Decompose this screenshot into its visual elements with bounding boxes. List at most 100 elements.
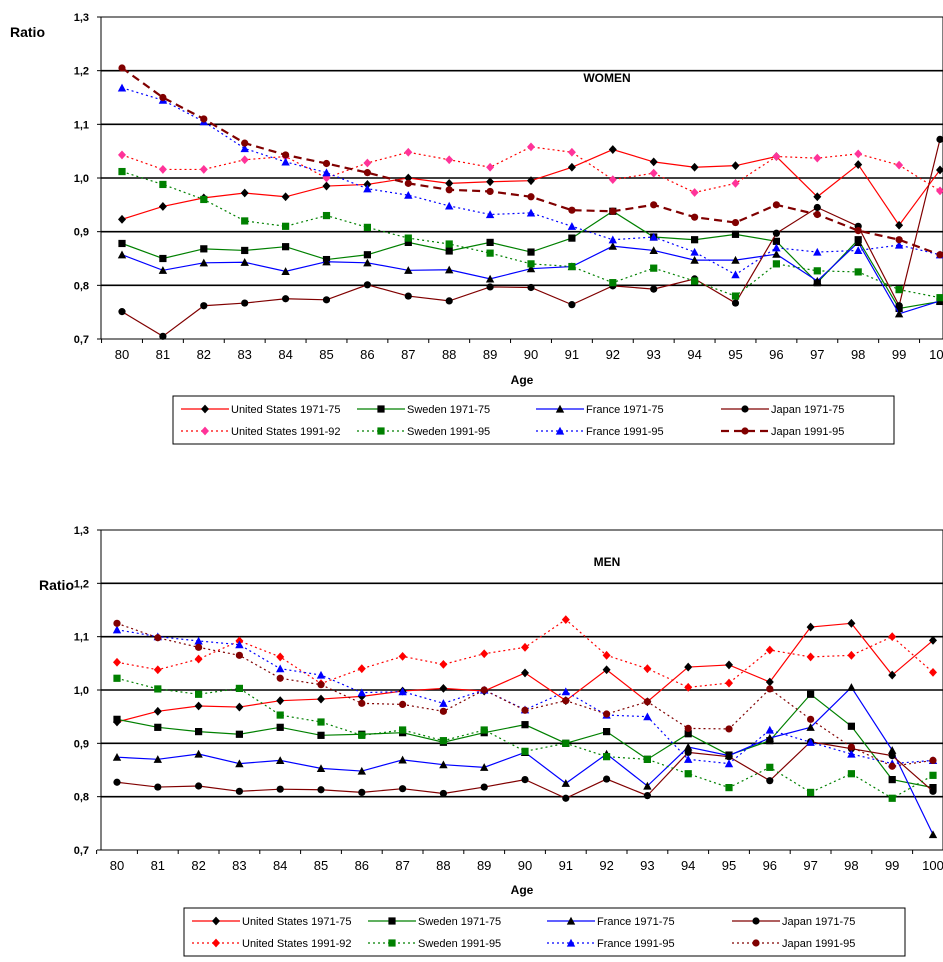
x-tick-label: 91 [559,858,573,873]
legend-marker [377,405,385,413]
data-point [772,260,780,268]
data-point [276,664,285,673]
data-point [439,789,447,798]
data-point [731,218,740,227]
data-point [404,179,412,187]
data-point [113,619,121,627]
series-line [116,677,934,799]
data-point [118,239,126,248]
data-point [480,783,488,791]
data-point [602,665,611,675]
data-point [807,788,815,796]
data-point [807,690,815,698]
x-tick-label: 100 [929,347,943,362]
data-point [112,753,122,761]
data-point [398,755,407,764]
data-point [894,309,904,318]
data-point [241,139,249,147]
data-point [772,152,781,161]
chart-women: 0,7 0,8 0,9 1,0 1,1 1,2 1,3 80 81 82 83 84 85 86 87 88 8… [10,12,943,445]
data-point [276,785,284,793]
data-point [485,210,495,219]
x-tick-label: 98 [851,347,865,362]
data-point [929,787,937,795]
x-tick-label: 96 [769,347,783,362]
data-point [854,226,862,235]
data-point [568,301,576,309]
data-point [895,302,903,310]
legend-label: United States 1991-92 [242,938,351,950]
legend-item: United States 1971-75 [192,916,351,928]
legend: United States 1971-75 Sweden 1971-75 Franc… [172,395,895,445]
data-point [562,697,570,705]
data-point [609,207,617,215]
data-point [281,192,290,202]
data-point [649,157,658,167]
x-tick-label: 86 [360,347,374,362]
series-japan-1991-95 [113,619,937,770]
data-point [568,262,576,271]
x-tick-label: 85 [319,347,333,362]
data-point [521,747,529,755]
data-point [650,201,658,209]
data-point [117,83,127,92]
data-point [643,781,652,790]
data-point [235,684,243,692]
data-point [235,651,243,659]
data-point [813,247,822,256]
x-tick-label: 97 [810,347,824,362]
data-point [806,622,815,632]
data-point [439,660,448,669]
x-tick-label: 83 [237,347,251,362]
data-point [480,763,489,771]
data-point [404,234,412,242]
legend-marker [741,427,749,435]
data-point [154,685,162,693]
data-point [847,770,855,778]
data-point [404,292,412,300]
data-point [650,264,658,272]
data-point [282,222,290,230]
data-point [766,685,774,693]
data-point [929,771,937,779]
data-point [316,764,326,772]
data-point [398,687,407,696]
legend-item: Japan 1971-75 [721,404,844,416]
data-point [772,237,780,245]
data-point [731,178,740,188]
data-point [731,161,740,171]
x-tick-label: 100 [922,858,943,873]
legend-label: Japan 1991-95 [771,426,844,438]
series-sweden-1991-95 [118,167,943,302]
data-point [561,687,570,696]
data-point [195,728,203,736]
y-tick-label: 1,3 [74,525,89,537]
x-tick-label: 80 [115,347,129,362]
legend-marker [377,427,385,435]
x-tick-label: 99 [885,858,899,873]
data-point [725,678,733,688]
data-point [445,247,453,255]
data-point [241,299,249,307]
data-point [691,213,699,221]
data-point [807,715,815,723]
data-point [567,162,576,172]
data-point [118,214,126,224]
data-point [847,683,856,691]
data-point [888,670,897,680]
data-point [276,711,284,719]
data-point [363,184,372,193]
data-point [684,770,692,778]
chart-title: MEN [594,555,621,569]
x-tick-label: 81 [151,858,165,873]
data-point [527,260,535,268]
data-point [894,240,904,249]
legend-item: Japan 1991-95 [732,938,855,950]
data-point [526,264,536,273]
y-tick-label: 1,1 [74,632,89,644]
data-point [847,749,856,758]
data-point [276,696,285,706]
x-tick-label: 94 [687,347,701,362]
data-point [929,756,937,765]
